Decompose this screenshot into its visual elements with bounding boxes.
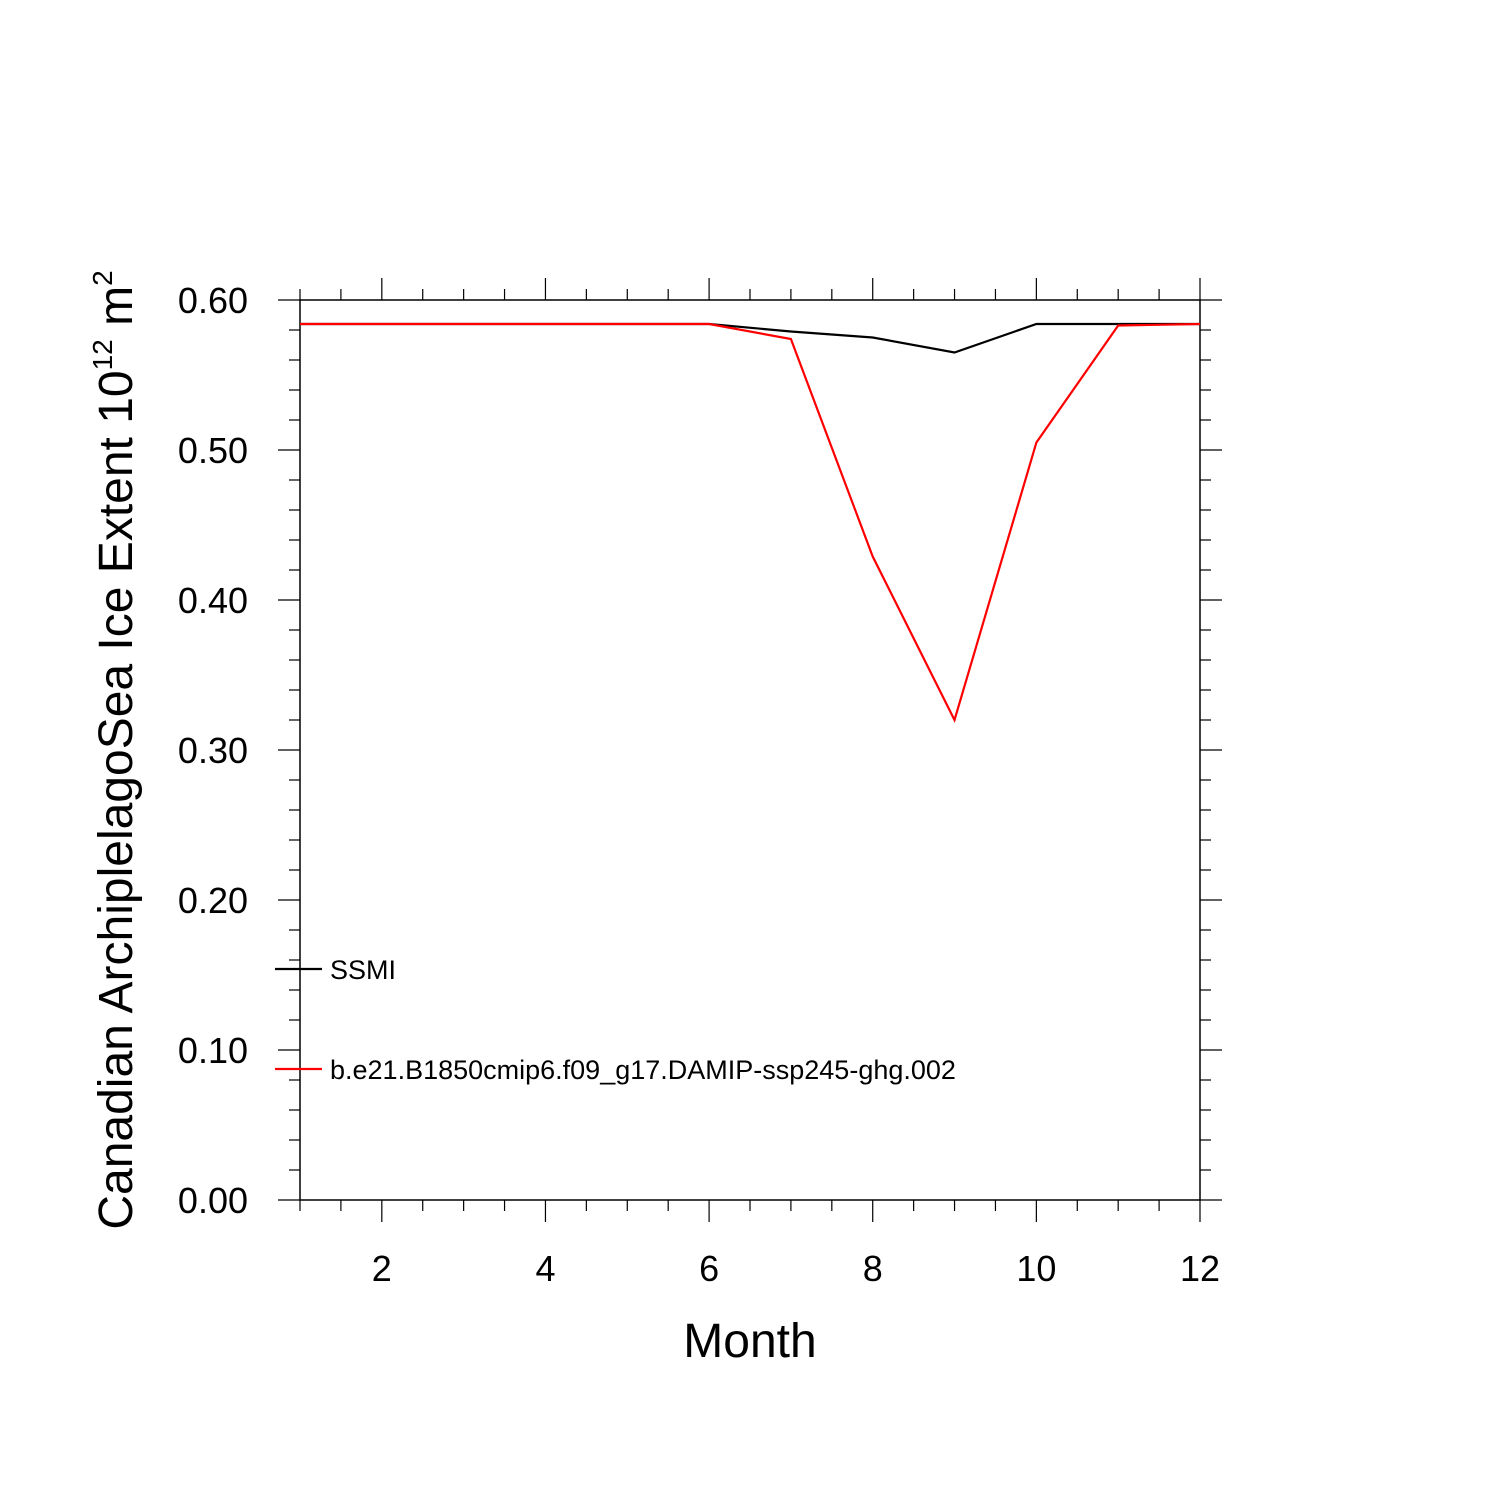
y-axis-title-unit: m (90, 286, 143, 339)
y-axis-title: Canadian ArchiplelagoSea Ice Extent 1012… (87, 270, 143, 1229)
y-tick-label: 0.30 (178, 730, 248, 771)
legend-label-2: b.e21.B1850cmip6.f09_g17.DAMIP-ssp245-gh… (330, 1055, 956, 1085)
legend-label-1: SSMI (330, 955, 396, 985)
y-tick-label: 0.20 (178, 880, 248, 921)
series-line-1 (300, 322, 1200, 354)
x-tick-label: 4 (535, 1248, 555, 1289)
x-axis-title: Month (683, 1315, 816, 1368)
x-tick-label: 2 (372, 1248, 392, 1289)
y-tick-label: 0.00 (178, 1180, 248, 1221)
minor-ticks (289, 289, 1211, 1211)
series-group (300, 322, 1201, 723)
major-ticks (278, 278, 1222, 1222)
y-axis-title-exponent: 12 (87, 339, 118, 370)
x-tick-label: 8 (863, 1248, 883, 1289)
y-tick-label: 0.60 (178, 280, 248, 321)
series-line-2 (300, 322, 1201, 723)
y-tick-label: 0.50 (178, 430, 248, 471)
x-tick-label: 10 (1016, 1248, 1056, 1289)
x-tick-label: 12 (1180, 1248, 1220, 1289)
y-tick-label: 0.10 (178, 1030, 248, 1071)
x-tick-label: 6 (699, 1248, 719, 1289)
x-tick-labels: 2 4 6 8 10 12 (372, 1248, 1220, 1289)
y-tick-label: 0.40 (178, 580, 248, 621)
y-tick-labels: 0.00 0.10 0.20 0.30 0.40 0.50 0.60 (178, 280, 248, 1221)
y-axis-title-unit-exponent: 2 (87, 270, 118, 286)
y-axis-title-main: Canadian ArchiplelagoSea Ice Extent 10 (90, 370, 143, 1229)
legend: SSMI b.e21.B1850cmip6.f09_g17.DAMIP-ssp24… (275, 955, 956, 1085)
